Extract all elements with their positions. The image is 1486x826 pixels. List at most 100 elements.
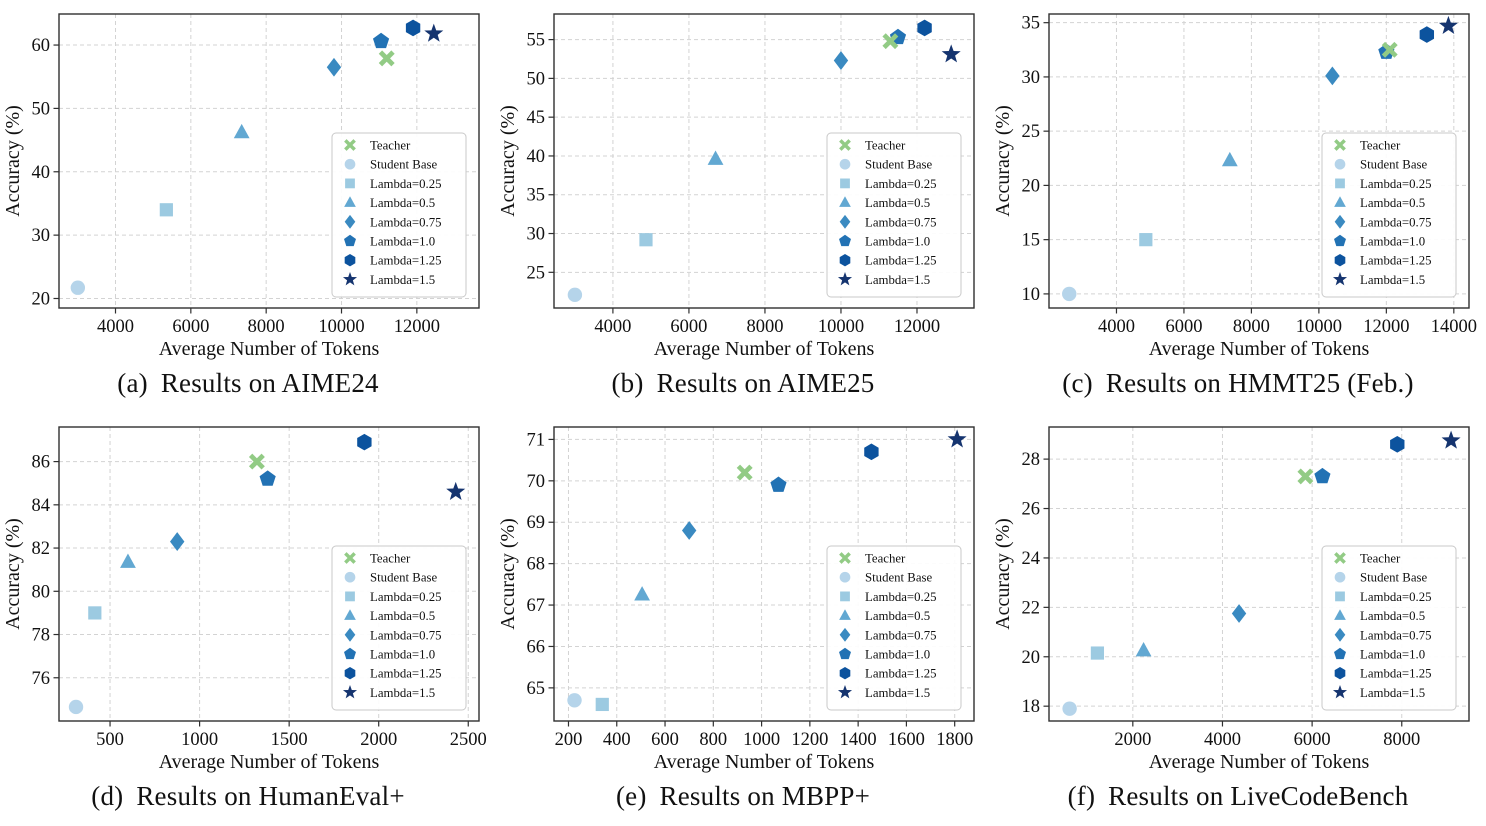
legend-item-student-base: Student Base xyxy=(344,571,437,585)
x-tick-label: 4000 xyxy=(1203,730,1240,750)
legend-label: Lambda=0.5 xyxy=(1360,196,1425,210)
y-tick-label: 84 xyxy=(31,496,50,516)
data-points xyxy=(567,19,961,303)
panel-aime24: 4000 6000 8000 10000 12000 20 30 40 50 60 Average … xyxy=(1,2,496,415)
y-tick-label: 40 xyxy=(31,163,50,183)
y-tick-label: 45 xyxy=(526,108,545,128)
data-points xyxy=(68,433,465,715)
y-axis-label: Accuracy (%) xyxy=(992,518,1014,630)
marker-lambda-0-5 xyxy=(1221,151,1238,167)
legend-label: Lambda=0.25 xyxy=(370,590,442,604)
chart-caption-livecodebench: (f) Results on LiveCodeBench xyxy=(1068,781,1409,812)
chart-caption-aime24: (a) Results on AIME24 xyxy=(117,368,379,399)
legend-label: Lambda=1.5 xyxy=(865,273,930,287)
marker-lambda-0-5 xyxy=(633,586,650,601)
x-tick-label: 1800 xyxy=(936,730,973,750)
y-tick-label: 28 xyxy=(1021,450,1040,470)
x-axis-label: Average Number of Tokens xyxy=(158,751,379,773)
legend-marker-lambda-1-5 xyxy=(342,272,357,286)
y-tick-label: 50 xyxy=(31,99,50,119)
y-tick-label: 68 xyxy=(526,555,545,575)
legend-item-lambda-1-5: Lambda=1.5 xyxy=(837,272,930,287)
legend-marker-lambda-1-25 xyxy=(839,667,850,680)
x-tick-label: 500 xyxy=(96,730,124,750)
legend-item-student-base: Student Base xyxy=(1334,158,1427,172)
x-tick-label: 8000 xyxy=(746,317,783,337)
marker-lambda-0-25 xyxy=(595,697,609,712)
legend-label: Lambda=0.25 xyxy=(865,177,937,191)
legend-box xyxy=(1321,132,1456,298)
caption-text: Results on AIME25 xyxy=(656,368,875,398)
legend-item-lambda-1-0: Lambda=1.0 xyxy=(838,648,930,662)
marker-lambda-1-5 xyxy=(941,44,961,63)
legend-item-lambda-0-25: Lambda=0.25 xyxy=(839,177,937,191)
marker-lambda-0-75 xyxy=(169,532,184,551)
data-points xyxy=(1061,15,1458,302)
legend-label: Teacher xyxy=(1360,552,1401,566)
legend-item-teacher: Teacher xyxy=(838,552,906,566)
chart-caption-hmmt25: (c) Results on HMMT25 (Feb.) xyxy=(1062,368,1413,399)
legend-label: Lambda=1.5 xyxy=(865,686,930,700)
chart-canvas-hmmt25: 4000 6000 8000 10000 12000 14000 10 15 20 25 30 35 A… xyxy=(991,2,1486,360)
legend-marker-teacher xyxy=(343,139,356,151)
y-tick-label: 60 xyxy=(31,36,50,56)
marker-lambda-0-25 xyxy=(1090,646,1104,660)
legend-item-teacher: Teacher xyxy=(1333,139,1401,153)
x-tick-label: 2000 xyxy=(1114,730,1151,750)
legend-label: Student Base xyxy=(865,158,932,172)
legend-label: Lambda=1.25 xyxy=(865,667,937,681)
legend-marker-teacher xyxy=(1333,139,1346,151)
marker-lambda-1-25 xyxy=(916,19,932,37)
legend-label: Student Base xyxy=(370,571,437,585)
x-axis-label: Average Number of Tokens xyxy=(1148,751,1369,773)
legend-label: Lambda=1.25 xyxy=(1360,254,1432,268)
legend-label: Lambda=0.75 xyxy=(865,628,937,642)
legend-marker-lambda-0-5 xyxy=(1333,609,1346,620)
legend-marker-lambda-1-25 xyxy=(1334,254,1345,267)
y-tick-label: 30 xyxy=(526,225,545,245)
x-tick-label: 1500 xyxy=(270,730,307,750)
legend-item-lambda-1-25: Lambda=1.25 xyxy=(1334,254,1431,268)
marker-teacher xyxy=(736,464,753,481)
marker-lambda-1-0 xyxy=(259,470,276,486)
legend-item-lambda-0-5: Lambda=0.5 xyxy=(343,196,435,210)
axis-ticks xyxy=(53,460,469,727)
legend-marker-lambda-0-25 xyxy=(1334,591,1345,602)
marker-lambda-0-5 xyxy=(233,123,250,139)
legend-item-lambda-1-5: Lambda=1.5 xyxy=(342,685,435,700)
legend-marker-student-base xyxy=(1334,158,1345,170)
axis-ticks xyxy=(548,38,918,314)
x-tick-label: 1600 xyxy=(887,730,924,750)
marker-lambda-0-25 xyxy=(159,203,173,217)
legend-label: Lambda=0.5 xyxy=(370,196,435,210)
x-axis-label: Average Number of Tokens xyxy=(158,338,379,360)
legend-marker-teacher xyxy=(838,139,851,151)
legend-label: Lambda=1.25 xyxy=(865,254,937,268)
legend-marker-lambda-1-5 xyxy=(837,272,852,286)
y-tick-label: 65 xyxy=(526,679,545,699)
legend-box xyxy=(826,132,961,298)
marker-lambda-0-25 xyxy=(87,606,101,620)
legend-item-lambda-1-25: Lambda=1.25 xyxy=(344,254,441,268)
chart-f-svg: 2000 4000 6000 8000 18 20 22 24 26 28 Average Numb… xyxy=(992,426,1470,773)
legend-item-lambda-1-0: Lambda=1.0 xyxy=(1333,235,1425,249)
legend-marker-lambda-1-0 xyxy=(343,234,356,247)
legend-label: Lambda=0.5 xyxy=(370,609,435,623)
legend-item-lambda-0-25: Lambda=0.25 xyxy=(1334,590,1431,604)
x-tick-label: 6000 xyxy=(670,317,707,337)
x-tick-label: 600 xyxy=(651,730,679,750)
chart-c-svg: 4000 6000 8000 10000 12000 14000 10 15 20 25 30 35 A… xyxy=(992,13,1476,360)
legend-marker-lambda-0-5 xyxy=(343,196,356,207)
y-axis-label: Accuracy (%) xyxy=(497,105,519,217)
legend-item-student-base: Student Base xyxy=(1334,571,1427,585)
y-tick-label: 15 xyxy=(1021,231,1040,251)
legend: Teacher Student Base Lambda=0.25 Lambda=0.5… xyxy=(826,132,961,298)
x-tick-label: 10000 xyxy=(1295,317,1341,337)
legend-item-lambda-0-75: Lambda=0.75 xyxy=(839,627,937,642)
x-tick-label: 1000 xyxy=(743,730,780,750)
y-tick-label: 25 xyxy=(1021,122,1040,142)
legend-label: Lambda=1.5 xyxy=(1360,273,1425,287)
marker-lambda-0-75 xyxy=(1324,66,1340,86)
plot-border xyxy=(552,426,975,722)
marker-lambda-0-25 xyxy=(638,233,653,247)
